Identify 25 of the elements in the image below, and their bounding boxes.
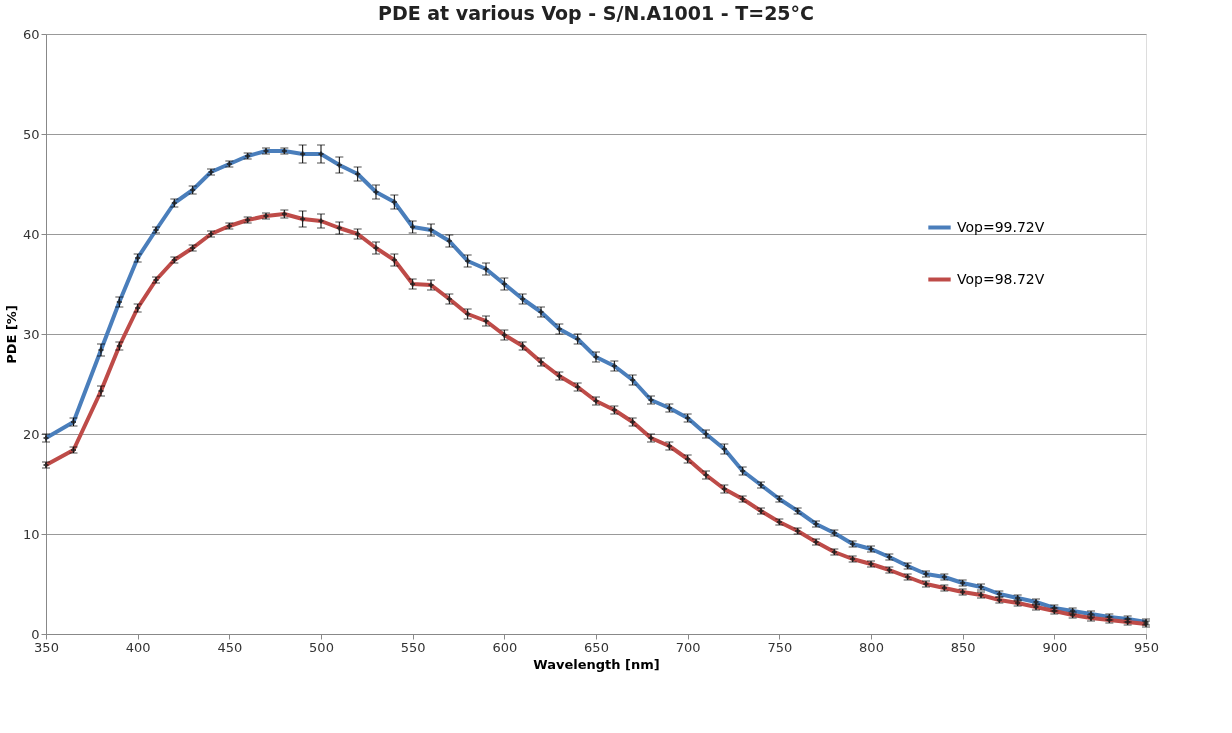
y-tick-label: 20 (22, 426, 40, 442)
x-tick-label: 350 (34, 639, 59, 655)
x-tick-label: 900 (1042, 639, 1068, 655)
x-tick-label: 550 (400, 639, 426, 655)
x-tick-label: 850 (950, 639, 976, 655)
y-tick-label: 60 (22, 26, 40, 42)
y-tick-label: 0 (31, 626, 40, 642)
x-tick-label: 600 (492, 639, 518, 655)
y-tick-label: 10 (22, 526, 40, 542)
x-tick-label: 800 (859, 639, 884, 655)
x-tick-label: 500 (309, 639, 334, 655)
y-tick-label: 50 (22, 126, 40, 142)
x-tick-label: 400 (125, 639, 151, 655)
x-axis-title: Wavelength [nm] (533, 656, 660, 672)
y-tick-label: 40 (22, 226, 40, 242)
y-tick-label: 30 (22, 326, 40, 342)
x-tick-label: 950 (1134, 639, 1159, 655)
chart-title: PDE at various Vop - S/N.A1001 - T=25°C (377, 2, 815, 24)
x-tick-label: 750 (767, 639, 793, 655)
y-axis-title: PDE [%] (3, 305, 19, 364)
legend-label: Vop=98.72V (957, 270, 1045, 287)
x-tick-label: 450 (217, 639, 243, 655)
x-tick-label: 700 (675, 639, 701, 655)
x-tick-label: 650 (584, 639, 609, 655)
legend-label: Vop=99.72V (957, 218, 1045, 235)
